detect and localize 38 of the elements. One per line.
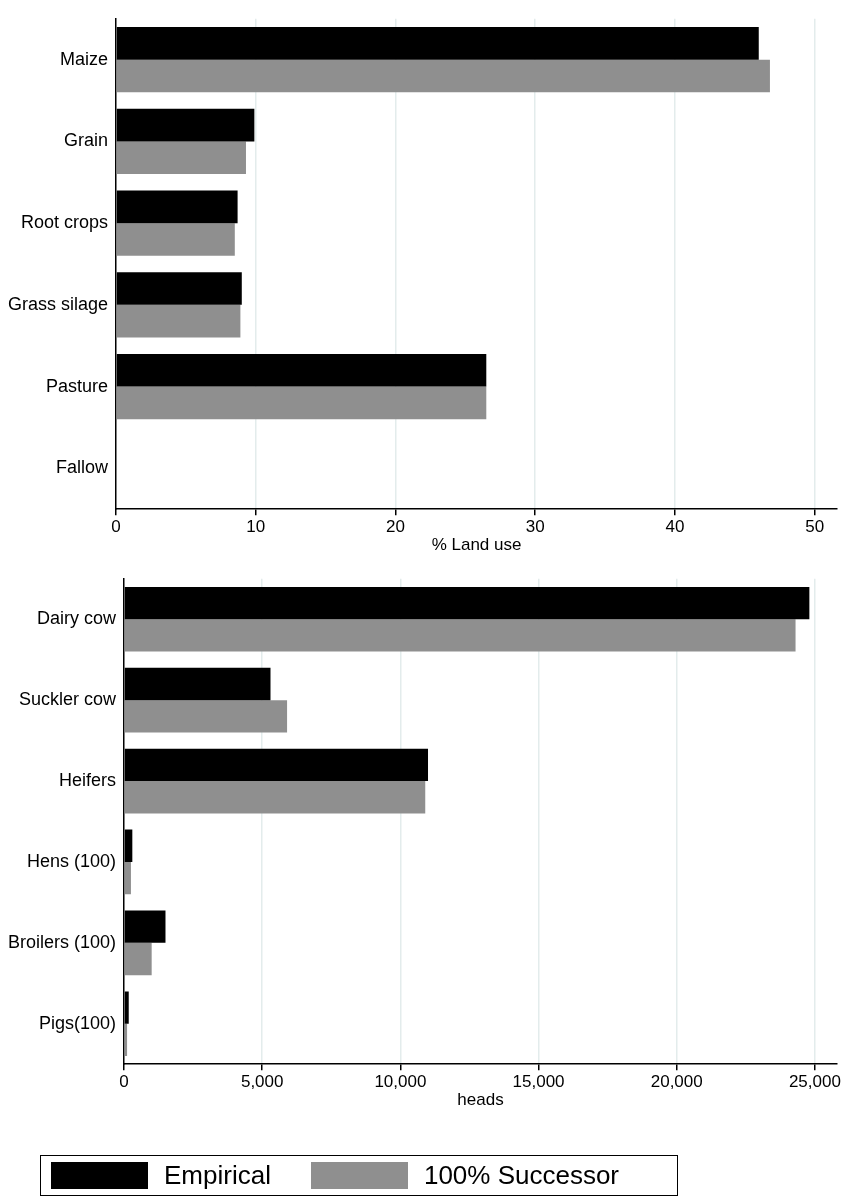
bar xyxy=(124,942,152,976)
y-tick-label: Grain xyxy=(64,130,109,151)
y-tick-label: Pasture xyxy=(45,375,109,396)
bar xyxy=(116,59,770,93)
y-tick-label: Grass silage xyxy=(7,293,109,314)
y-tick-label: Hens (100) xyxy=(26,850,117,871)
x-tick-label: 25,000 xyxy=(788,1072,841,1092)
y-tick-label: Pigs(100) xyxy=(38,1012,117,1033)
bar xyxy=(116,223,235,256)
x-tick-label: 0 xyxy=(111,517,121,537)
y-tick-label: Suckler cow xyxy=(19,689,118,710)
x-tick-label: 0 xyxy=(119,1072,129,1092)
x-tick-label: 20 xyxy=(386,517,405,537)
y-tick-label: Dairy cow xyxy=(37,608,118,629)
x-tick-label: 10,000 xyxy=(374,1072,427,1092)
legend-label: 100% Successor xyxy=(423,1160,620,1191)
x-tick-label: 50 xyxy=(805,517,825,537)
bar xyxy=(116,386,487,420)
bar xyxy=(124,700,288,733)
y-tick-label: Root crops xyxy=(20,212,109,233)
x-tick-label: 30 xyxy=(525,517,545,537)
bar xyxy=(124,619,796,652)
x-tick-label: 15,000 xyxy=(512,1072,565,1092)
bar xyxy=(116,304,241,338)
legend-label: Empirical xyxy=(164,1160,271,1191)
x-tick-label: 5,000 xyxy=(240,1072,284,1092)
x-tick-label: 40 xyxy=(665,517,685,537)
x-tick-label: 10 xyxy=(246,517,266,537)
y-tick-label: Broilers (100) xyxy=(7,931,117,952)
y-tick-label: Heifers xyxy=(59,770,117,791)
y-tick-label: Maize xyxy=(60,48,109,69)
y-tick-label: Fallow xyxy=(56,457,110,478)
bar xyxy=(124,861,131,895)
x-axis-title: % Land use xyxy=(431,535,522,555)
bar xyxy=(116,141,246,175)
x-tick-label: 20,000 xyxy=(650,1072,703,1092)
bar xyxy=(124,781,426,814)
x-axis-title: heads xyxy=(457,1090,504,1110)
